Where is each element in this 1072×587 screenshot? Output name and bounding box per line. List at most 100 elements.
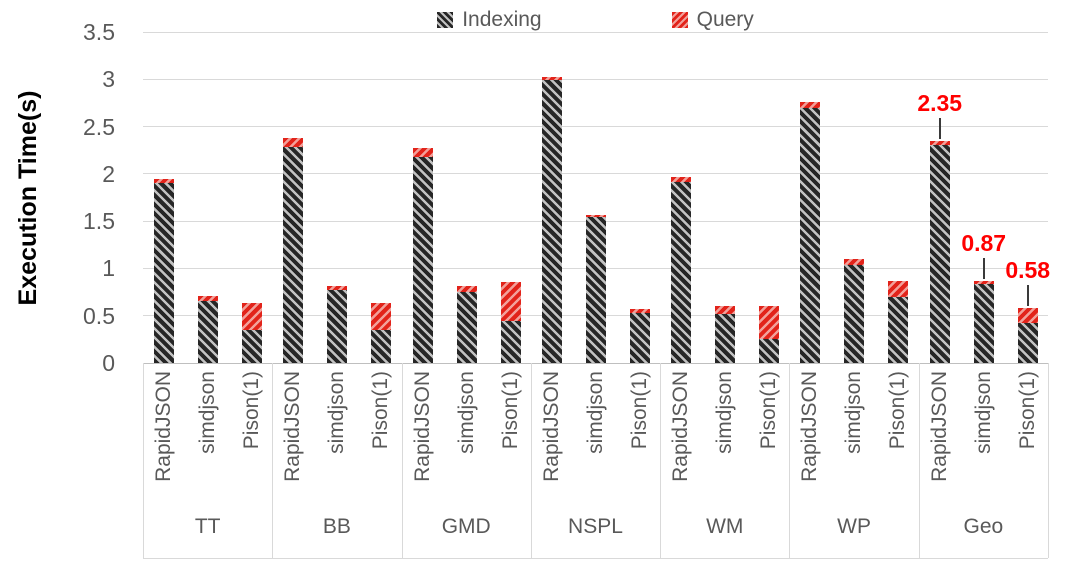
y-tick-label: 0 [102, 350, 115, 376]
bar-WP-simdjson-indexing [844, 264, 865, 363]
x-bar-label: simdjson [325, 371, 349, 454]
y-tick-label: 2 [102, 160, 115, 187]
group-separator [789, 363, 791, 558]
x-group-label: WP [837, 515, 871, 538]
x-group-label: TT [194, 515, 221, 538]
group-separator [272, 363, 274, 558]
bar-TT-Pison(1)-indexing [242, 329, 262, 363]
x-bar-label: simdjson [454, 371, 478, 454]
x-bar-label: RapidJSON [539, 371, 563, 482]
x-group-label: BB [322, 515, 351, 538]
x-bar-label: simdjson [583, 371, 607, 454]
x-bar-label: simdjson [713, 371, 737, 454]
bar-TT-simdjson-query [198, 295, 218, 301]
bar-NSPL-simdjson-query [585, 215, 606, 218]
legend-item-indexing: Indexing [437, 8, 542, 32]
bar-BB-Pison(1)-indexing [371, 329, 392, 363]
bar-BB-RapidJSON-query [283, 137, 304, 148]
label-area-bottom-line [143, 558, 1048, 559]
legend-label-query: Query [696, 8, 754, 31]
x-bar-label: Pison(1) [369, 371, 393, 450]
bar-GMD-Pison(1)-query [500, 281, 521, 322]
group-separator [143, 363, 144, 558]
bar-NSPL-RapidJSON-query [541, 77, 562, 81]
bar-WP-Pison(1)-query [888, 280, 909, 297]
bar-NSPL-Pison(1)-indexing [629, 312, 650, 363]
bar-WP-RapidJSON-query [800, 101, 821, 108]
bar-GMD-RapidJSON-query [412, 148, 433, 157]
bar-Geo-RapidJSON-indexing [929, 145, 950, 363]
x-bar-label: simdjson [971, 371, 995, 454]
annotation-value-label: 0.58 [1005, 257, 1051, 284]
annotation-value-label: 2.35 [917, 89, 963, 116]
annotation-leader-line [982, 257, 985, 279]
bar-WP-Pison(1)-indexing [888, 296, 909, 363]
bar-GMD-RapidJSON-indexing [412, 156, 433, 363]
bar-Geo-simdjson-query [973, 280, 994, 284]
legend-item-query: Query [671, 8, 754, 32]
bar-WP-RapidJSON-indexing [800, 107, 821, 363]
bar-TT-simdjson-indexing [198, 300, 218, 363]
x-bar-label: Pison(1) [1015, 371, 1039, 450]
x-group-label: WM [706, 515, 744, 538]
group-separator [1048, 363, 1049, 558]
bar-Geo-simdjson-indexing [973, 283, 994, 363]
bar-BB-Pison(1)-query [371, 303, 392, 330]
annotation-leader-line [1026, 285, 1029, 307]
y-axis-title: Execution Time(s) [14, 90, 42, 306]
x-bar-label: RapidJSON [798, 371, 822, 482]
annotation-value-label: 0.87 [961, 229, 1007, 256]
bar-WM-simdjson-indexing [715, 313, 736, 363]
bar-TT-Pison(1)-query [242, 303, 262, 330]
gridline [143, 31, 1048, 33]
bar-GMD-simdjson-indexing [456, 292, 477, 363]
bar-BB-RapidJSON-indexing [283, 147, 304, 363]
y-tick-label: 3 [102, 66, 115, 93]
x-bar-label: RapidJSON [669, 371, 693, 482]
x-bar-label: simdjson [196, 371, 219, 454]
bar-Geo-Pison(1)-indexing [1017, 323, 1038, 363]
x-bar-label: RapidJSON [152, 371, 175, 482]
indexing-swatch-icon [437, 12, 454, 28]
x-bar-label: simdjson [842, 371, 866, 454]
x-bar-label: RapidJSON [927, 371, 951, 482]
bar-BB-simdjson-indexing [327, 290, 348, 363]
query-swatch-icon [671, 12, 688, 28]
x-bar-label: Pison(1) [627, 371, 651, 450]
y-tick-label: 1.5 [83, 208, 115, 235]
x-group-label: NSPL [568, 515, 623, 538]
group-separator [660, 363, 662, 558]
x-bar-label: Pison(1) [886, 371, 910, 450]
x-bar-label: Pison(1) [240, 371, 263, 450]
bar-WM-RapidJSON-indexing [671, 182, 692, 363]
gridline [143, 173, 1048, 175]
bar-NSPL-Pison(1)-query [629, 309, 650, 313]
bar-NSPL-simdjson-indexing [585, 217, 606, 363]
annotation-leader-line [938, 117, 941, 139]
group-separator [530, 363, 532, 558]
x-group-label: Geo [963, 515, 1004, 538]
y-tick-label: 3.5 [83, 19, 115, 45]
bar-NSPL-RapidJSON-indexing [541, 80, 562, 363]
x-axis-line [143, 362, 1048, 364]
bar-WM-simdjson-query [715, 306, 736, 314]
bar-GMD-simdjson-query [456, 286, 477, 293]
bar-BB-simdjson-query [327, 286, 348, 291]
bar-WM-Pison(1)-indexing [759, 339, 780, 363]
group-separator [401, 363, 403, 558]
bar-TT-RapidJSON-query [154, 178, 174, 184]
y-tick-label: 0.5 [83, 302, 115, 329]
bar-WM-Pison(1)-query [759, 306, 780, 340]
x-bar-label: RapidJSON [281, 371, 305, 482]
gridline [143, 126, 1048, 128]
bar-Geo-RapidJSON-query [929, 140, 950, 146]
x-bar-label: Pison(1) [498, 371, 522, 450]
y-tick-label: 1 [102, 255, 115, 282]
bar-WP-simdjson-query [844, 258, 865, 265]
bar-Geo-Pison(1)-query [1017, 308, 1038, 324]
y-tick-label: 2.5 [83, 113, 115, 140]
x-bar-label: Pison(1) [757, 371, 781, 450]
legend: Indexing Query [143, 4, 1048, 36]
legend-label-indexing: Indexing [462, 8, 542, 31]
